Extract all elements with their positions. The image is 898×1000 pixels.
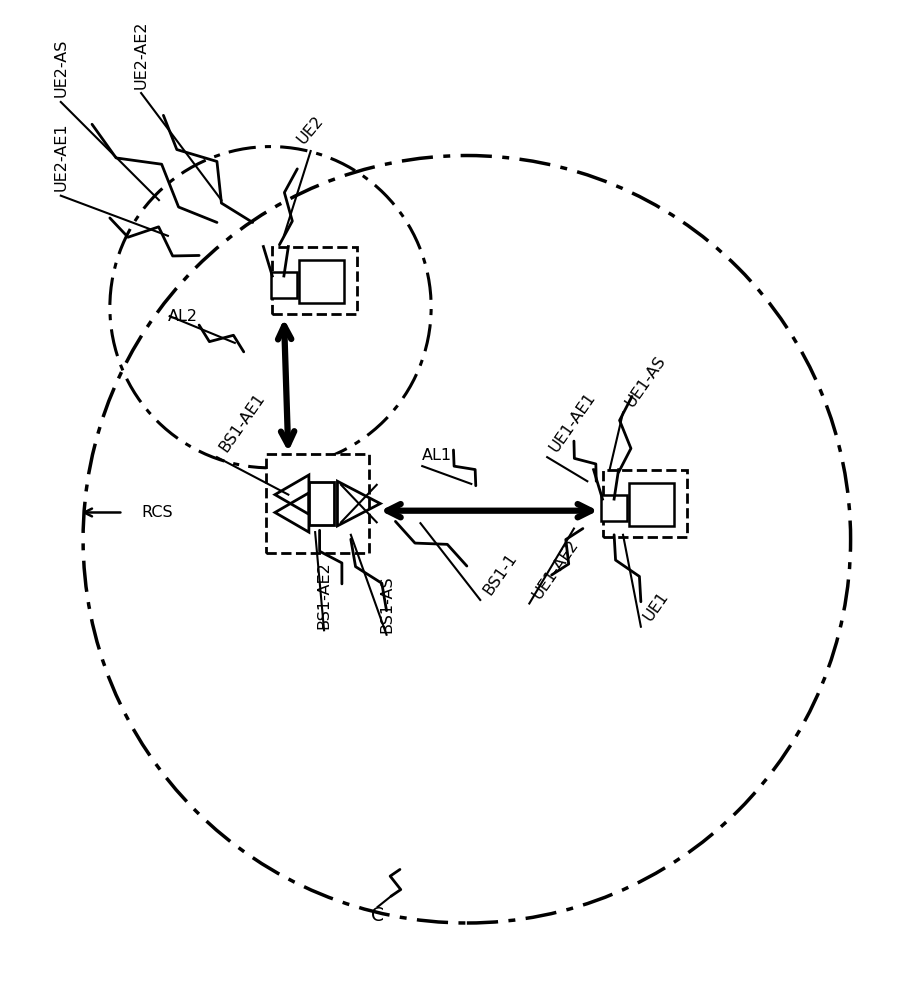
- Text: UE1: UE1: [641, 589, 672, 624]
- FancyBboxPatch shape: [272, 247, 357, 314]
- Text: UE1-AS: UE1-AS: [623, 353, 669, 410]
- Text: BS1-1: BS1-1: [480, 550, 520, 597]
- Text: AL1: AL1: [422, 448, 453, 463]
- FancyBboxPatch shape: [601, 495, 628, 521]
- Text: BS1-AS: BS1-AS: [379, 575, 394, 633]
- Text: UE2-AS: UE2-AS: [53, 39, 68, 97]
- FancyBboxPatch shape: [603, 470, 687, 537]
- Text: BS1-AE2: BS1-AE2: [317, 561, 331, 629]
- FancyBboxPatch shape: [629, 483, 674, 526]
- FancyBboxPatch shape: [270, 272, 297, 298]
- Text: BS1-AE1: BS1-AE1: [217, 390, 269, 454]
- FancyBboxPatch shape: [309, 482, 334, 525]
- Text: C: C: [371, 906, 384, 925]
- Text: RCS: RCS: [141, 505, 172, 520]
- Text: UE2: UE2: [295, 113, 327, 147]
- Text: UE2-AE2: UE2-AE2: [134, 20, 148, 89]
- Text: UE1-AE2: UE1-AE2: [529, 537, 581, 602]
- Text: UE1-AE1: UE1-AE1: [547, 390, 599, 454]
- FancyBboxPatch shape: [266, 454, 369, 553]
- Text: AL2: AL2: [168, 309, 198, 324]
- FancyBboxPatch shape: [299, 260, 344, 303]
- Text: UE2-AE1: UE2-AE1: [53, 123, 68, 191]
